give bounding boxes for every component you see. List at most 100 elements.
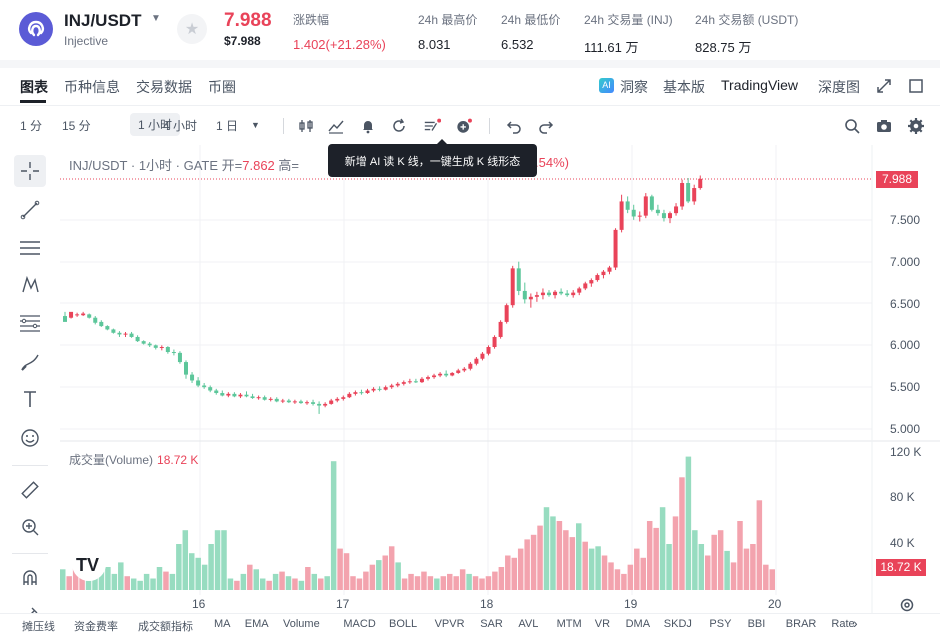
tab-basic[interactable]: 基本版: [663, 79, 705, 95]
indicator-18[interactable]: Rate: [831, 618, 855, 630]
interval-1h[interactable]: 1 小时: [130, 113, 181, 136]
emoji-icon[interactable]: [14, 422, 46, 454]
indicator-1[interactable]: 资金费率: [74, 621, 118, 633]
indicator-16[interactable]: BBI: [747, 618, 766, 630]
interval-4h[interactable]: 4 小时: [163, 119, 198, 133]
candle-body: [565, 293, 570, 296]
candle-body: [75, 314, 80, 316]
crosshair-icon[interactable]: [14, 155, 46, 187]
window-icon[interactable]: [909, 79, 923, 93]
candle-body: [171, 352, 176, 354]
volume-bar: [724, 550, 730, 590]
volume-bar: [608, 562, 614, 590]
interval-1m[interactable]: 1 分: [20, 119, 43, 133]
redo-icon[interactable]: [537, 117, 555, 135]
ruler-icon[interactable]: [14, 474, 46, 506]
trend-line-icon[interactable]: [14, 194, 46, 226]
volume-bar: [427, 576, 434, 590]
fib-icon[interactable]: [14, 307, 46, 339]
candle-body: [383, 387, 388, 390]
candle-body: [129, 333, 134, 337]
chevron-right-icon[interactable]: ›: [853, 615, 858, 631]
chevron-down-icon[interactable]: ▼: [251, 120, 260, 130]
expand-icon[interactable]: [877, 79, 891, 93]
candlestick-chart[interactable]: TV: [60, 145, 940, 617]
indicator-0[interactable]: 摊压线: [22, 621, 55, 633]
undo-icon[interactable]: [505, 117, 523, 135]
volume-bar: [511, 557, 517, 590]
magnet-icon[interactable]: [14, 562, 46, 594]
settings-gear-icon[interactable]: [898, 596, 916, 614]
tab-coin-info[interactable]: 币种信息: [64, 79, 120, 95]
indicator-11[interactable]: MTM: [556, 618, 582, 630]
indicators-icon[interactable]: [327, 117, 345, 135]
candle-body: [93, 317, 98, 323]
brush-icon[interactable]: [14, 346, 46, 378]
tab-trade-data[interactable]: 交易数据: [136, 79, 192, 95]
indicator-5[interactable]: Volume: [283, 618, 320, 630]
candle-body: [341, 397, 346, 399]
chart-toolbar: 1 分 15 分 1 小时 4 小时 1 日 ▼: [0, 107, 940, 145]
candle-body: [426, 377, 430, 379]
insight-icon[interactable]: AI: [599, 78, 614, 93]
candle-type-icon[interactable]: [297, 117, 315, 135]
candle-body: [607, 267, 612, 272]
volume-bar: [692, 530, 698, 590]
zoom-in-icon[interactable]: [14, 511, 46, 543]
candle-body: [87, 314, 92, 318]
tab-depth[interactable]: 深度图: [818, 79, 860, 95]
volume-bar: [614, 569, 621, 590]
interval-15m[interactable]: 15 分: [62, 119, 91, 133]
indicator-15[interactable]: PSY: [709, 618, 732, 630]
tab-tradingview[interactable]: TradingView: [721, 77, 799, 93]
volume-bar: [324, 576, 330, 590]
candle-body: [262, 397, 267, 400]
volume-bar: [698, 544, 705, 590]
indicator-10[interactable]: AVL: [518, 618, 539, 630]
candle-body: [184, 362, 188, 375]
volume-bar: [227, 578, 234, 590]
volume-bar: [292, 578, 298, 590]
volume-bar: [717, 530, 724, 590]
ai-kline-icon[interactable]: [423, 117, 441, 135]
chevron-down-icon[interactable]: ▼: [151, 13, 161, 24]
candle-body: [208, 387, 213, 391]
tab-insight[interactable]: 洞察: [620, 79, 648, 95]
indicator-17[interactable]: BRAR: [785, 618, 817, 630]
tab-community[interactable]: 币圈: [208, 79, 236, 95]
candle-body: [450, 372, 455, 376]
candle-body: [474, 358, 479, 364]
indicator-7[interactable]: BOLL: [389, 618, 418, 630]
volume-bar: [240, 573, 247, 590]
indicator-13[interactable]: DMA: [625, 618, 651, 630]
candle-body: [583, 283, 588, 289]
indicator-4[interactable]: EMA: [244, 618, 269, 630]
volume-bar: [376, 560, 382, 590]
indicator-2[interactable]: 成交额指标: [138, 621, 193, 633]
indicator-12[interactable]: VR: [594, 618, 611, 630]
search-icon[interactable]: [843, 117, 861, 135]
indicator-14[interactable]: SKDJ: [663, 618, 692, 630]
gear-icon[interactable]: [907, 117, 925, 135]
star-icon[interactable]: ★: [177, 14, 207, 44]
volume-bar: [208, 544, 214, 590]
drawing-toolbar: [0, 145, 60, 635]
alert-bell-icon[interactable]: [359, 117, 377, 135]
pair-title[interactable]: INJ/USDT: [64, 11, 142, 30]
indicator-9[interactable]: SAR: [480, 618, 503, 630]
indicator-8[interactable]: VPVR: [434, 618, 465, 630]
chart-area[interactable]: TV: [60, 145, 940, 617]
tab-chart[interactable]: 图表: [20, 79, 48, 95]
interval-1d[interactable]: 1 日: [216, 119, 239, 133]
refresh-icon[interactable]: [390, 117, 408, 135]
price-axis-label: 6.500: [890, 297, 921, 311]
text-tool-icon[interactable]: [14, 383, 46, 415]
camera-icon[interactable]: [875, 117, 893, 135]
volume-bar: [214, 530, 221, 590]
add-indicator-icon[interactable]: [456, 117, 474, 135]
pattern-icon[interactable]: [14, 269, 46, 301]
horizontal-lines-icon[interactable]: [14, 232, 46, 264]
indicator-6[interactable]: MACD: [343, 618, 376, 630]
candle-body: [680, 183, 685, 207]
indicator-3[interactable]: MA: [214, 618, 231, 630]
